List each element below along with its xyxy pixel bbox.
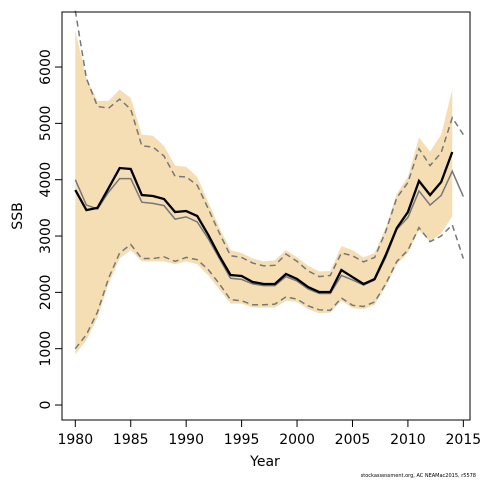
x-tick-label: 2015 bbox=[446, 432, 480, 448]
x-tick-label: 2010 bbox=[390, 432, 426, 448]
footnote: stockassessment.org, AC NEAMac2015, r557… bbox=[361, 473, 476, 479]
confidence-band bbox=[75, 30, 453, 355]
y-tick-label: 4000 bbox=[38, 162, 54, 198]
x-tick-label: 1980 bbox=[57, 432, 93, 448]
y-tick-label: 1000 bbox=[38, 331, 54, 367]
estimate-line bbox=[74, 151, 454, 294]
bound-line bbox=[74, 10, 464, 278]
plot-frame bbox=[61, 11, 471, 421]
y-axis-label: SSB bbox=[10, 202, 26, 229]
y-tick-label: 2000 bbox=[38, 275, 54, 311]
y-tick-label: 0 bbox=[38, 401, 54, 410]
plot-area bbox=[74, 10, 465, 355]
y-tick-label: 3000 bbox=[38, 218, 54, 254]
bound-line bbox=[74, 223, 465, 350]
y-tick-label: 6000 bbox=[38, 49, 54, 85]
x-axis-label: Year bbox=[249, 454, 280, 470]
x-tick-label: 2000 bbox=[279, 432, 315, 448]
x-tick-label: 1985 bbox=[113, 432, 149, 448]
x-tick-label: 2005 bbox=[335, 432, 371, 448]
x-tick-label: 1995 bbox=[224, 432, 260, 448]
x-tick-label: 1990 bbox=[168, 432, 204, 448]
y-tick-label: 5000 bbox=[38, 106, 54, 142]
